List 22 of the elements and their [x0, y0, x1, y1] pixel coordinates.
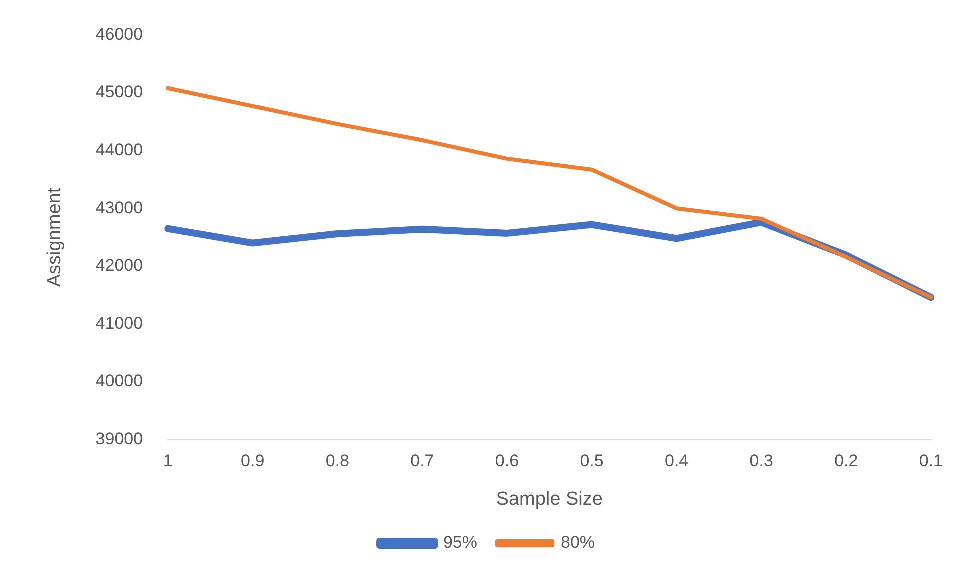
x-axis-title: Sample Size — [496, 488, 603, 510]
x-tick-label: 0.6 — [495, 452, 520, 471]
y-tick-label: 45000 — [96, 82, 144, 102]
x-tick-label: 0.7 — [410, 452, 434, 471]
x-tick-label: 0.9 — [241, 452, 265, 471]
y-tick-label: 43000 — [96, 198, 144, 218]
y-tick-label: 39000 — [96, 429, 144, 448]
legend-label: 80% — [561, 533, 596, 552]
x-tick-label: 0.2 — [834, 452, 858, 471]
y-tick-label: 46000 — [96, 24, 144, 44]
x-tick-label: 0.1 — [919, 452, 944, 471]
x-tick-label: 1 — [163, 452, 173, 471]
x-tick-label: 0.4 — [664, 452, 689, 471]
y-tick-label: 44000 — [96, 140, 144, 160]
x-tick-label: 0.3 — [750, 452, 774, 471]
y-tick-label: 42000 — [96, 256, 144, 276]
legend-label: 95% — [443, 533, 478, 552]
y-tick-label: 41000 — [96, 314, 144, 333]
x-tick-label: 0.8 — [326, 452, 350, 471]
x-tick-label: 0.5 — [580, 452, 604, 471]
y-axis-title: Assignment — [44, 187, 66, 288]
y-tick-label: 40000 — [96, 372, 144, 391]
